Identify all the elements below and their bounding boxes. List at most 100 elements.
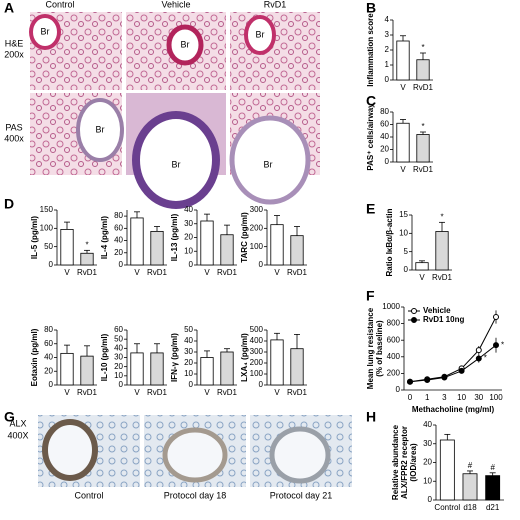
bar — [80, 252, 94, 266]
x-tick-label: 1 — [425, 393, 430, 402]
x-tick-label: RvD1 — [217, 388, 238, 397]
panel-label: D — [4, 196, 14, 212]
y-tick-label: 15 — [399, 210, 408, 219]
y-tick-label: 10 — [399, 228, 408, 237]
point — [493, 313, 499, 320]
row-label: H&E — [5, 38, 24, 48]
y-axis-label: (% of baseline) — [375, 320, 384, 377]
bar — [290, 235, 304, 266]
y-tick-label: 80 — [114, 211, 123, 220]
airway — [132, 111, 220, 209]
bar — [435, 231, 449, 271]
bar — [396, 40, 410, 81]
x-tick-label: d21 — [486, 503, 500, 512]
y-tick-label: 20 — [380, 145, 389, 154]
y-axis-label: IL-4 (pg/ml) — [100, 216, 109, 259]
y-tick-label: 0 — [396, 385, 401, 394]
br-label: Br — [256, 29, 265, 39]
x-axis-label: Methacholine (mg/ml) — [412, 405, 495, 414]
column-label: Protocol day 18 — [164, 490, 227, 500]
y-axis-label: Relative abundance — [391, 424, 400, 500]
y-axis-label: Inflammation score — [366, 13, 375, 87]
panel-label: A — [4, 0, 14, 16]
x-tick-label: RvD1 — [413, 83, 434, 92]
y-tick-label: 40 — [184, 205, 193, 214]
row-label: 400x — [4, 133, 24, 143]
x-tick-label: V — [204, 268, 210, 277]
y-axis-label: IFN-γ (pg/ml) — [170, 333, 179, 382]
bar — [130, 352, 144, 386]
panel-g-images: ALX 400X Control Protocol day 18 Protoco… — [7, 415, 352, 500]
y-tick-label: 100 — [250, 242, 264, 251]
significance-marker: * — [421, 43, 424, 52]
x-tick-label: 3 — [442, 393, 447, 402]
y-tick-label: 10 — [184, 246, 193, 255]
x-tick-label: V — [274, 388, 280, 397]
y-tick-label: 5 — [404, 247, 409, 256]
y-tick-label: 30 — [423, 439, 432, 448]
bar — [60, 229, 74, 266]
row-label: 400X — [7, 430, 28, 440]
line — [409, 316, 497, 383]
column-label: Protocol day 21 — [270, 490, 333, 500]
y-tick-label: 200 — [250, 358, 264, 367]
x-tick-label: V — [134, 268, 140, 277]
y-tick-label: 200 — [250, 223, 264, 232]
br-label: Br — [172, 159, 181, 169]
panel-label: F — [366, 288, 375, 304]
column-label: RvD1 — [264, 0, 287, 9]
bar — [150, 352, 164, 386]
column-label: Control — [74, 490, 103, 500]
point — [407, 378, 413, 385]
y-tick-label: 50 — [114, 334, 123, 343]
y-tick-label: 0 — [259, 380, 264, 389]
bar — [200, 357, 214, 386]
x-tick-label: d18 — [463, 503, 477, 512]
y-tick-label: 20 — [184, 358, 193, 367]
significance-marker: # — [468, 461, 473, 470]
x-tick-label: 10 — [457, 393, 466, 402]
y-tick-label: 300 — [250, 347, 264, 356]
br-label: Br — [96, 124, 105, 134]
y-tick-label: 20 — [114, 248, 123, 257]
bar — [270, 224, 284, 266]
x-tick-label: V — [400, 83, 406, 92]
y-tick-label: 150 — [40, 205, 54, 214]
panel-label: H — [366, 409, 376, 425]
y-tick-label: 20 — [423, 458, 432, 467]
y-tick-label: 600 — [387, 335, 401, 344]
y-tick-label: 0 — [189, 380, 194, 389]
y-tick-label: 0 — [49, 260, 54, 269]
y-axis-label: LXA₄ (pg/ml) — [240, 333, 249, 382]
y-tick-label: 20 — [44, 366, 53, 375]
significance-marker: * — [501, 340, 504, 349]
y-tick-label: 1000 — [382, 302, 400, 311]
br-label: Br — [41, 26, 50, 36]
y-axis-label: (IOD/area) — [409, 443, 418, 482]
bar — [396, 122, 410, 163]
row-label: ALX — [9, 418, 26, 428]
y-tick-label: 0 — [404, 265, 409, 274]
bar — [80, 355, 94, 386]
y-tick-label: 800 — [387, 319, 401, 328]
significance-marker: * — [85, 240, 88, 249]
panel-label: E — [366, 201, 375, 217]
point — [441, 374, 448, 381]
y-tick-label: 400 — [387, 352, 401, 361]
bar — [220, 234, 234, 266]
bar — [60, 352, 74, 386]
y-axis-label: ALX/FPR2 receptor — [400, 426, 409, 499]
y-tick-label: 50 — [184, 325, 193, 334]
significance-marker: # — [490, 463, 495, 472]
x-tick-label: 0 — [408, 393, 413, 402]
panel-label: C — [366, 93, 376, 109]
y-tick-label: 40 — [184, 336, 193, 345]
x-tick-label: RvD1 — [432, 273, 453, 282]
y-tick-label: 60 — [44, 339, 53, 348]
bar — [439, 439, 455, 501]
y-tick-label: 0 — [189, 260, 194, 269]
airway — [166, 24, 204, 66]
y-axis-label: Ratio IκBα/β-actin — [385, 208, 394, 276]
row-label: PAS — [5, 122, 22, 132]
